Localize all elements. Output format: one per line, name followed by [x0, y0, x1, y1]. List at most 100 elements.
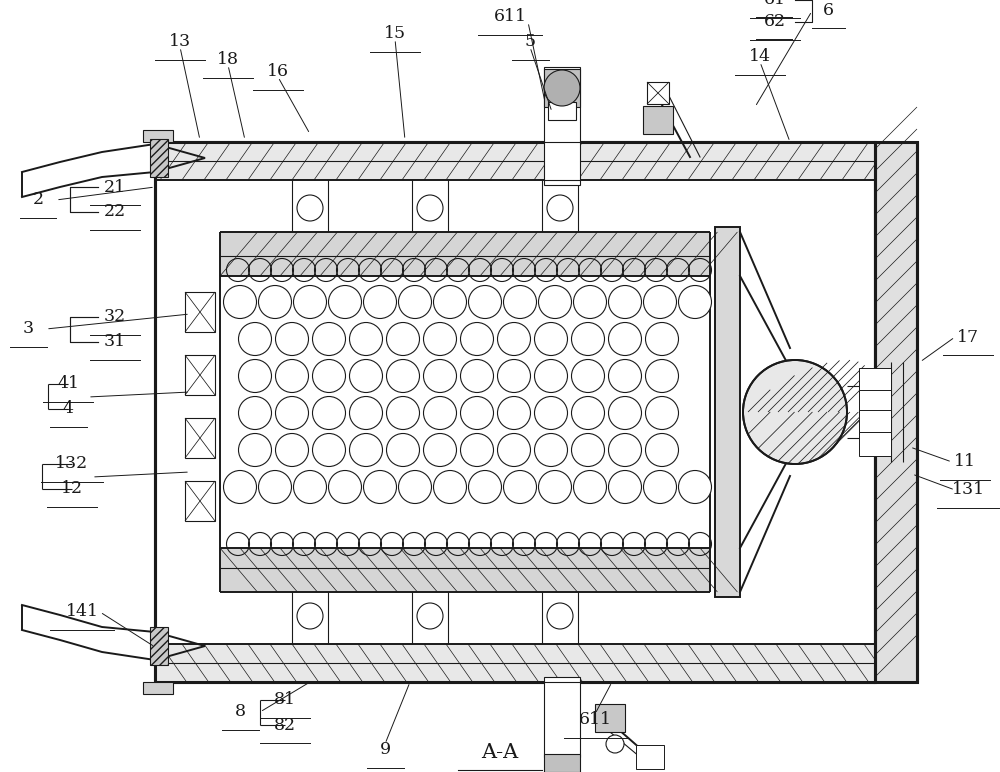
- Bar: [220, 232, 710, 276]
- Polygon shape: [143, 130, 173, 142]
- Bar: [544, 67, 580, 185]
- Circle shape: [468, 470, 501, 503]
- Circle shape: [504, 286, 536, 319]
- Circle shape: [328, 286, 362, 319]
- Circle shape: [312, 397, 346, 429]
- Circle shape: [350, 397, 382, 429]
- Circle shape: [460, 323, 493, 355]
- Circle shape: [328, 470, 362, 503]
- Circle shape: [434, 470, 466, 503]
- Polygon shape: [143, 682, 173, 694]
- Bar: [185, 355, 215, 395]
- Bar: [643, 106, 673, 134]
- Circle shape: [276, 434, 308, 466]
- Circle shape: [424, 397, 457, 429]
- Bar: [859, 368, 891, 392]
- Circle shape: [646, 323, 678, 355]
- Text: 4: 4: [62, 401, 74, 418]
- Circle shape: [399, 470, 432, 503]
- Circle shape: [294, 286, 326, 319]
- Circle shape: [504, 470, 536, 503]
- Bar: [155, 142, 875, 682]
- Circle shape: [460, 360, 493, 392]
- Circle shape: [294, 470, 326, 503]
- Circle shape: [678, 470, 712, 503]
- Circle shape: [350, 360, 382, 392]
- Bar: [859, 432, 891, 456]
- Bar: [544, 69, 580, 107]
- Text: 8: 8: [234, 703, 246, 720]
- Text: 611: 611: [578, 712, 612, 729]
- Bar: [155, 644, 875, 682]
- Circle shape: [399, 286, 432, 319]
- Circle shape: [498, 323, 530, 355]
- Circle shape: [276, 323, 308, 355]
- Circle shape: [364, 470, 396, 503]
- Circle shape: [224, 470, 256, 503]
- Text: 62: 62: [764, 13, 786, 31]
- Circle shape: [646, 434, 678, 466]
- Circle shape: [238, 434, 272, 466]
- Bar: [150, 139, 168, 177]
- Circle shape: [424, 360, 457, 392]
- Circle shape: [534, 323, 568, 355]
- Text: 13: 13: [169, 33, 191, 50]
- Circle shape: [364, 286, 396, 319]
- Text: 3: 3: [22, 320, 34, 337]
- Circle shape: [498, 397, 530, 429]
- Circle shape: [424, 434, 457, 466]
- Bar: [155, 142, 875, 180]
- Circle shape: [646, 397, 678, 429]
- Circle shape: [312, 434, 346, 466]
- Bar: [548, 102, 576, 120]
- Circle shape: [572, 434, 604, 466]
- Circle shape: [238, 323, 272, 355]
- Circle shape: [534, 434, 568, 466]
- Circle shape: [238, 360, 272, 392]
- Text: 41: 41: [57, 375, 79, 392]
- Circle shape: [386, 360, 420, 392]
- Bar: [859, 390, 891, 414]
- Circle shape: [386, 434, 420, 466]
- Bar: [185, 292, 215, 332]
- Circle shape: [644, 470, 676, 503]
- Circle shape: [572, 323, 604, 355]
- Circle shape: [386, 323, 420, 355]
- Circle shape: [534, 360, 568, 392]
- Text: 61: 61: [764, 0, 786, 8]
- Circle shape: [608, 470, 642, 503]
- Bar: [185, 481, 215, 521]
- Circle shape: [538, 470, 572, 503]
- Circle shape: [350, 434, 382, 466]
- Circle shape: [424, 323, 457, 355]
- Text: 9: 9: [379, 741, 391, 759]
- Circle shape: [258, 286, 292, 319]
- Text: 6: 6: [822, 2, 833, 19]
- Text: 2: 2: [32, 191, 44, 208]
- Circle shape: [312, 323, 346, 355]
- Bar: [185, 418, 215, 458]
- Circle shape: [224, 286, 256, 319]
- Text: 15: 15: [384, 25, 406, 42]
- Text: 12: 12: [61, 480, 83, 497]
- Circle shape: [276, 360, 308, 392]
- Text: 11: 11: [954, 453, 976, 470]
- Circle shape: [572, 397, 604, 429]
- Circle shape: [460, 434, 493, 466]
- Bar: [875, 142, 917, 682]
- Text: 16: 16: [267, 63, 289, 80]
- Circle shape: [258, 470, 292, 503]
- Text: 132: 132: [55, 455, 89, 472]
- Circle shape: [434, 286, 466, 319]
- Circle shape: [743, 360, 847, 464]
- Text: 22: 22: [104, 204, 126, 221]
- Text: 611: 611: [493, 8, 526, 25]
- Circle shape: [386, 397, 420, 429]
- Bar: [220, 548, 710, 592]
- Circle shape: [608, 360, 642, 392]
- Circle shape: [350, 323, 382, 355]
- Text: 18: 18: [217, 52, 239, 69]
- Bar: [647, 82, 669, 104]
- Circle shape: [608, 397, 642, 429]
- Circle shape: [644, 286, 676, 319]
